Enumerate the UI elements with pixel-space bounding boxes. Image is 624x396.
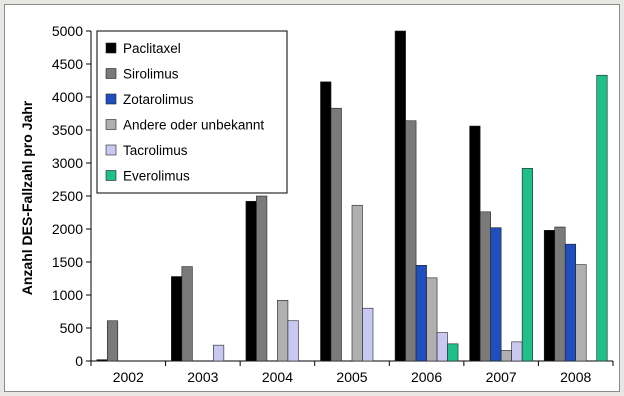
y-tick-label: 500 [60, 320, 84, 336]
y-tick-label: 4500 [52, 56, 83, 72]
legend: Paclitaxel Sirolimus Zotarolimus Andere ode… [96, 30, 288, 194]
legend-label: Zotarolimus [123, 92, 194, 107]
legend-label: Sirolimus [123, 67, 179, 82]
legend-swatch [105, 68, 117, 79]
bar-paclitaxel-2002 [96, 359, 108, 362]
bar-andere-oder-unbekannt-2006 [426, 277, 438, 362]
bar-zotarolimus-2006 [415, 264, 427, 362]
bar-andere-oder-unbekannt-2005 [351, 204, 363, 362]
legend-swatch [105, 170, 117, 181]
bar-andere-oder-unbekannt-2004 [277, 299, 289, 362]
x-tick-label: 2002 [113, 369, 144, 385]
y-axis-label: Anzahl DES-Fallzahl pro Jahr [19, 100, 35, 295]
bar-tacrolimus-2005 [362, 307, 374, 362]
y-tick-label: 5000 [52, 23, 83, 39]
legend-box [96, 30, 288, 194]
legend-label: Andere oder unbekannt [123, 118, 264, 133]
bar-tacrolimus-2004 [287, 320, 299, 362]
legend-label: Paclitaxel [123, 41, 181, 56]
bar-andere-oder-unbekannt-2008 [575, 264, 587, 362]
bar-sirolimus-2005 [330, 107, 342, 362]
bar-everolimus-2008 [596, 74, 608, 362]
x-tick-label: 2005 [336, 369, 367, 385]
bar-chart: 0 500 1000 1500 2000 2500 3000 3500 4000 4500 5000… [19, 23, 614, 385]
legend-label: Everolimus [123, 169, 190, 184]
y-tick-label: 2000 [52, 221, 83, 237]
legend-swatch [105, 119, 117, 130]
bar-sirolimus-2004 [256, 195, 268, 362]
y-tick-label: 3000 [52, 155, 83, 171]
x-tick-label: 2006 [411, 369, 442, 385]
x-tick-label: 2003 [187, 369, 218, 385]
legend-swatch [105, 42, 117, 54]
y-tick-label: 2500 [52, 188, 83, 204]
y-tick-label: 1000 [52, 287, 83, 303]
bar-andere-oder-unbekannt-2007 [500, 350, 512, 362]
x-tick-label: 2004 [262, 369, 293, 385]
bar-sirolimus-2006 [405, 120, 417, 362]
y-tick-label: 4000 [52, 89, 83, 105]
chart-frame: 0 500 1000 1500 2000 2500 3000 3500 4000 4500 5000… [4, 4, 620, 392]
bar-tacrolimus-2007 [511, 341, 523, 362]
y-tick-label: 0 [75, 353, 83, 369]
bar-paclitaxel-2003 [171, 276, 183, 362]
bar-everolimus-2007 [521, 167, 533, 362]
legend-label: Tacrolimus [123, 143, 188, 158]
x-tick-label: 2008 [560, 369, 591, 385]
bar-tacrolimus-2006 [436, 332, 448, 362]
legend-swatch [105, 93, 117, 105]
bar-paclitaxel-2006 [394, 30, 406, 362]
bar-paclitaxel-2004 [245, 200, 257, 362]
bar-everolimus-2006 [447, 343, 459, 362]
bar-sirolimus-2002 [106, 320, 119, 362]
y-tick-label: 1500 [52, 254, 83, 270]
legend-swatch [105, 144, 117, 156]
bar-sirolimus-2007 [479, 211, 491, 362]
bar-paclitaxel-2005 [320, 81, 332, 362]
bar-sirolimus-2003 [181, 266, 193, 362]
bar-paclitaxel-2008 [543, 230, 556, 362]
bar-zotarolimus-2008 [564, 243, 577, 362]
x-tick-label: 2007 [486, 369, 517, 385]
bar-tacrolimus-2003 [213, 344, 225, 362]
bar-sirolimus-2008 [554, 226, 566, 362]
bar-paclitaxel-2007 [469, 125, 481, 362]
y-tick-label: 3500 [52, 122, 83, 138]
bar-zotarolimus-2007 [490, 227, 502, 362]
